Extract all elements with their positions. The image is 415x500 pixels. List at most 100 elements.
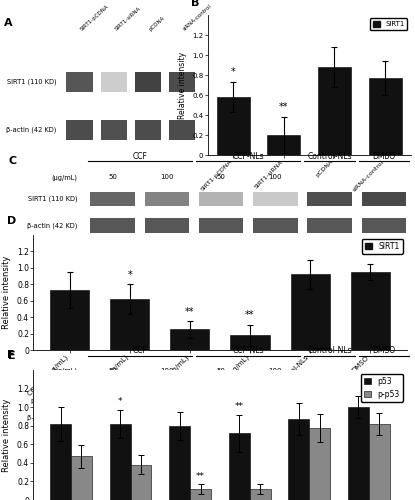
Text: β-actin (42 KD): β-actin (42 KD) <box>27 414 77 420</box>
Text: **: ** <box>245 310 255 320</box>
Text: SIRT1 (110 KD): SIRT1 (110 KD) <box>7 79 57 86</box>
Bar <box>288 419 309 500</box>
Bar <box>229 433 250 500</box>
Bar <box>171 330 210 350</box>
Text: 50: 50 <box>217 368 225 374</box>
Legend: SIRT1: SIRT1 <box>362 239 403 254</box>
Text: *: * <box>118 397 122 406</box>
Text: 100: 100 <box>160 174 173 180</box>
Bar <box>307 411 352 424</box>
Text: (μg/mL): (μg/mL) <box>51 368 77 374</box>
Bar <box>190 489 211 500</box>
Text: E: E <box>8 351 16 360</box>
Bar <box>253 394 298 408</box>
Bar <box>169 72 195 92</box>
Bar <box>110 424 131 500</box>
Bar <box>199 192 243 206</box>
Text: **: ** <box>279 102 288 112</box>
Text: SIRT1-siRNA: SIRT1-siRNA <box>114 6 142 32</box>
Bar <box>66 72 93 92</box>
Text: β-actin (42 KD): β-actin (42 KD) <box>7 126 57 133</box>
Bar <box>253 411 298 424</box>
Bar <box>361 218 406 232</box>
Y-axis label: Relative intensity: Relative intensity <box>178 52 186 118</box>
Bar <box>318 67 351 155</box>
Bar <box>309 428 330 500</box>
Bar <box>50 424 71 500</box>
Bar <box>90 377 135 390</box>
Text: β-actin (42 KD): β-actin (42 KD) <box>27 222 77 228</box>
Text: 100: 100 <box>269 174 282 180</box>
Text: *: * <box>231 67 236 77</box>
Bar <box>361 411 406 424</box>
Text: D: D <box>7 216 16 226</box>
Bar <box>250 489 271 500</box>
Bar <box>361 394 406 408</box>
Text: pCDNA: pCDNA <box>148 15 166 32</box>
Bar <box>307 218 352 232</box>
Text: SIRT1 (110 KD): SIRT1 (110 KD) <box>28 196 77 202</box>
Bar <box>267 135 300 155</box>
Bar <box>100 120 127 140</box>
Bar <box>144 411 189 424</box>
Text: p-p53 (53 KD): p-p53 (53 KD) <box>31 398 77 404</box>
Text: CCF: CCF <box>132 346 147 355</box>
Text: CCF-NLs: CCF-NLs <box>232 346 264 355</box>
Bar <box>199 377 243 390</box>
Legend: p53, p-p53: p53, p-p53 <box>361 374 403 402</box>
Bar <box>369 78 402 155</box>
Text: 50: 50 <box>108 174 117 180</box>
Bar <box>90 192 135 206</box>
Bar <box>90 394 135 408</box>
Bar <box>144 377 189 390</box>
Bar <box>110 299 149 350</box>
Text: siRNA-control: siRNA-control <box>182 4 213 32</box>
Bar <box>169 120 195 140</box>
Text: 50: 50 <box>108 368 117 374</box>
Text: *: * <box>127 270 132 280</box>
Text: 100: 100 <box>160 368 173 374</box>
Bar <box>230 335 269 350</box>
Text: **: ** <box>196 472 205 480</box>
Text: DMSO: DMSO <box>372 152 395 160</box>
Bar <box>307 192 352 206</box>
Bar <box>253 192 298 206</box>
Text: DMSO: DMSO <box>372 346 395 355</box>
Bar <box>144 394 189 408</box>
Y-axis label: Relative intensity: Relative intensity <box>2 256 11 329</box>
Bar <box>169 426 190 500</box>
Text: C: C <box>8 156 16 166</box>
Bar <box>307 394 352 408</box>
Text: B: B <box>191 0 200 8</box>
Text: SIRT1-pCDNA: SIRT1-pCDNA <box>80 4 110 32</box>
Bar <box>90 218 135 232</box>
Text: (μg/mL): (μg/mL) <box>51 174 77 180</box>
Bar <box>348 407 369 500</box>
Bar <box>100 72 127 92</box>
Bar <box>253 377 298 390</box>
Bar <box>144 192 189 206</box>
Bar <box>361 377 406 390</box>
Bar <box>144 218 189 232</box>
Text: CCF-NLs: CCF-NLs <box>232 152 264 160</box>
Bar <box>199 394 243 408</box>
Bar <box>217 97 250 155</box>
Text: **: ** <box>185 307 195 317</box>
Bar <box>90 411 135 424</box>
Text: Control-NLs: Control-NLs <box>307 152 352 160</box>
Bar <box>135 120 161 140</box>
Bar <box>199 411 243 424</box>
Bar <box>361 192 406 206</box>
Bar <box>135 72 161 92</box>
Bar <box>71 456 92 500</box>
Text: **: ** <box>235 402 244 411</box>
Bar <box>290 274 330 350</box>
Bar <box>253 218 298 232</box>
Bar <box>50 290 89 350</box>
Bar <box>199 218 243 232</box>
Bar <box>351 272 390 350</box>
Y-axis label: Relative intensity: Relative intensity <box>2 398 11 471</box>
Text: 100: 100 <box>269 368 282 374</box>
Bar <box>307 377 352 390</box>
Bar <box>66 120 93 140</box>
